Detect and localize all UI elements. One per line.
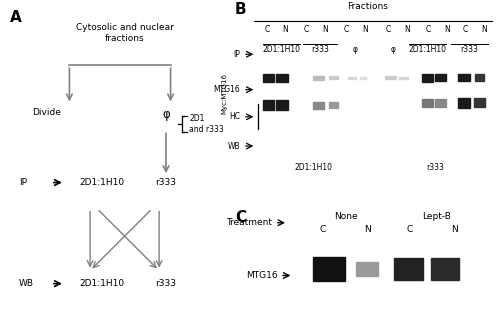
Text: φ: φ	[353, 45, 358, 54]
Bar	[422, 74, 433, 82]
Bar	[430, 259, 459, 279]
Bar	[276, 74, 287, 82]
Text: MTG16: MTG16	[214, 85, 240, 94]
Text: None: None	[334, 212, 358, 221]
Bar	[458, 98, 469, 108]
Bar	[313, 257, 344, 281]
Text: 2D1:1H10: 2D1:1H10	[79, 178, 124, 187]
Text: r333: r333	[156, 178, 176, 187]
Text: C: C	[344, 25, 349, 34]
Text: r333: r333	[460, 45, 478, 54]
Text: C: C	[407, 225, 413, 234]
Bar	[263, 74, 274, 82]
Text: r333: r333	[311, 45, 328, 54]
Text: C: C	[235, 210, 246, 225]
Bar	[263, 100, 274, 111]
Text: MTG16: MTG16	[246, 271, 278, 280]
Text: C: C	[386, 25, 392, 34]
Text: N: N	[322, 25, 328, 34]
Text: IP: IP	[19, 178, 27, 187]
Bar	[313, 76, 324, 80]
Bar	[475, 74, 484, 81]
Text: N: N	[282, 25, 288, 34]
Text: 2D1:1H10: 2D1:1H10	[79, 279, 124, 288]
Text: C: C	[304, 25, 309, 34]
Bar	[356, 262, 378, 275]
Text: φ: φ	[162, 108, 170, 121]
Bar	[348, 77, 356, 79]
Bar	[435, 99, 446, 107]
Bar	[394, 258, 422, 280]
Text: Lept-B: Lept-B	[422, 212, 451, 221]
Text: B: B	[235, 2, 246, 17]
Text: Divide: Divide	[32, 108, 61, 117]
Text: φ: φ	[390, 45, 395, 54]
Text: N: N	[481, 25, 487, 34]
Bar	[276, 100, 287, 111]
Text: N: N	[444, 25, 450, 34]
Text: r333: r333	[426, 163, 444, 172]
Text: WB: WB	[19, 279, 34, 288]
Text: C: C	[320, 225, 326, 234]
Text: C: C	[463, 25, 468, 34]
Text: 2D1
and r333: 2D1 and r333	[189, 114, 224, 134]
Text: Treatment: Treatment	[226, 218, 272, 227]
Text: N: N	[452, 225, 458, 234]
Text: r333: r333	[156, 279, 176, 288]
Text: WB: WB	[228, 141, 240, 151]
Bar	[422, 99, 433, 107]
Bar	[435, 74, 446, 81]
Text: C: C	[264, 25, 270, 34]
Text: 2D1:1H10: 2D1:1H10	[294, 163, 332, 172]
Text: Cytosolic and nuclear
fractions: Cytosolic and nuclear fractions	[76, 23, 174, 43]
Bar	[474, 98, 485, 108]
Text: N: N	[404, 25, 410, 34]
Text: N: N	[364, 225, 371, 234]
Bar	[313, 102, 324, 109]
Bar	[458, 74, 469, 81]
Text: 2D1:1H10: 2D1:1H10	[408, 45, 446, 54]
Bar	[329, 102, 338, 108]
Text: Myc:MTG16: Myc:MTG16	[222, 73, 228, 114]
Text: 2D1:1H10: 2D1:1H10	[262, 45, 300, 54]
Text: A: A	[10, 10, 22, 25]
Text: HC: HC	[230, 112, 240, 121]
Text: IP: IP	[234, 50, 240, 59]
Bar	[360, 77, 366, 79]
Text: Fractions: Fractions	[347, 2, 388, 11]
Bar	[329, 76, 338, 80]
Text: C: C	[426, 25, 431, 34]
Text: N: N	[362, 25, 368, 34]
Bar	[400, 77, 408, 79]
Bar	[385, 76, 396, 80]
